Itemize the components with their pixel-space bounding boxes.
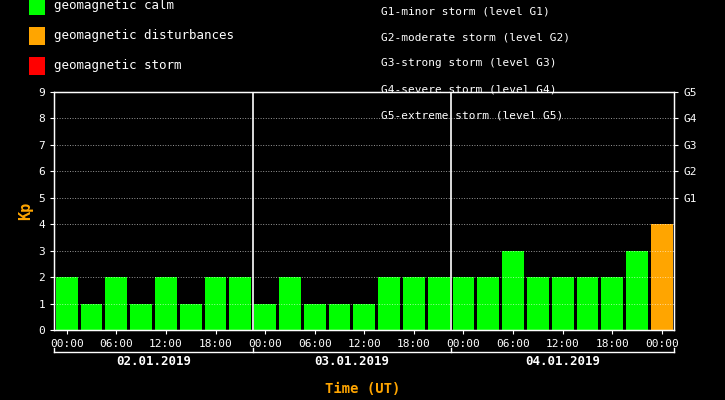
- Bar: [56, 277, 78, 330]
- Bar: [229, 277, 252, 330]
- Text: G3-strong storm (level G3): G3-strong storm (level G3): [381, 58, 556, 68]
- Bar: [502, 251, 524, 330]
- Bar: [452, 277, 474, 330]
- Bar: [155, 277, 177, 330]
- Bar: [477, 277, 500, 330]
- Bar: [279, 277, 301, 330]
- Text: G5-extreme storm (level G5): G5-extreme storm (level G5): [381, 110, 563, 120]
- Bar: [254, 304, 276, 330]
- Bar: [378, 277, 400, 330]
- Bar: [180, 304, 202, 330]
- Text: 02.01.2019: 02.01.2019: [116, 355, 191, 368]
- Text: 04.01.2019: 04.01.2019: [525, 355, 600, 368]
- Y-axis label: Kp: Kp: [18, 202, 33, 220]
- Bar: [552, 277, 573, 330]
- Text: 03.01.2019: 03.01.2019: [315, 355, 389, 368]
- Bar: [428, 277, 450, 330]
- Text: G4-severe storm (level G4): G4-severe storm (level G4): [381, 84, 556, 94]
- Text: Time (UT): Time (UT): [325, 382, 400, 396]
- Bar: [80, 304, 102, 330]
- Text: G1-minor storm (level G1): G1-minor storm (level G1): [381, 6, 550, 16]
- Bar: [204, 277, 226, 330]
- Bar: [105, 277, 128, 330]
- Text: geomagnetic calm: geomagnetic calm: [54, 0, 174, 12]
- Bar: [304, 304, 326, 330]
- Bar: [626, 251, 648, 330]
- Text: G2-moderate storm (level G2): G2-moderate storm (level G2): [381, 32, 570, 42]
- Bar: [353, 304, 376, 330]
- Bar: [328, 304, 350, 330]
- Bar: [130, 304, 152, 330]
- Bar: [601, 277, 624, 330]
- Bar: [403, 277, 425, 330]
- Bar: [527, 277, 549, 330]
- Bar: [651, 224, 673, 330]
- Bar: [576, 277, 598, 330]
- Text: geomagnetic storm: geomagnetic storm: [54, 60, 181, 72]
- Text: geomagnetic disturbances: geomagnetic disturbances: [54, 30, 233, 42]
